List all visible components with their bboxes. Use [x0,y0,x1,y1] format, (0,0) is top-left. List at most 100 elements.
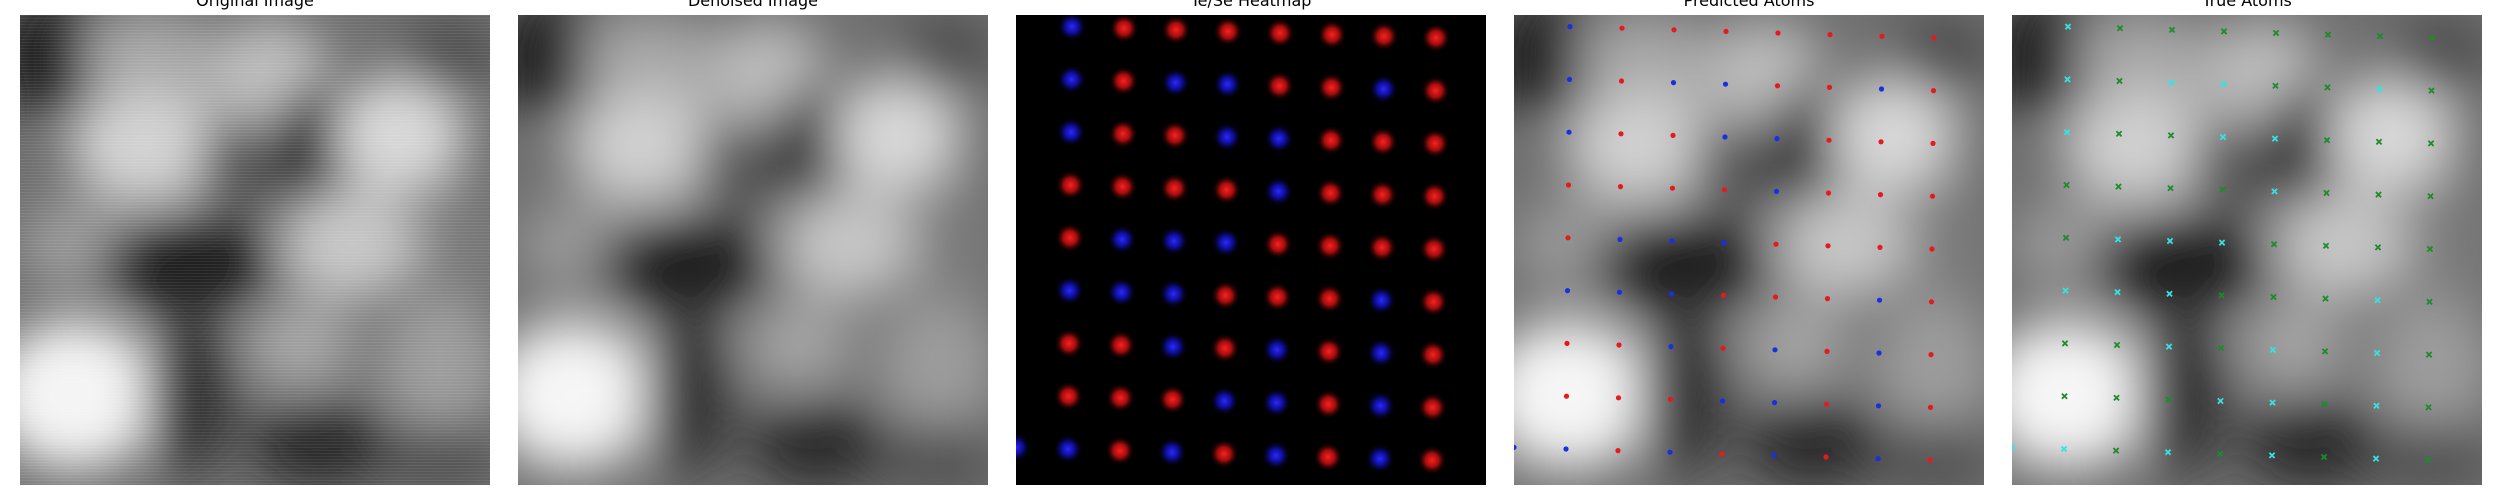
te-heat-spot [1108,66,1139,96]
te-heat-spot [1314,283,1345,314]
te-predicted-dot [1615,395,1622,401]
te-true-marker [2270,293,2277,301]
te-predicted-dot [1928,352,1934,358]
te-true-marker [2375,191,2382,198]
se-heat-spot [1366,338,1396,368]
te-heat-spot [1368,126,1398,157]
te-true-marker [2115,130,2123,138]
te-true-marker [2426,298,2433,306]
te-predicted-dot [1721,187,1728,193]
te-heat-spot [1210,333,1240,364]
te-true-marker [2116,77,2123,85]
panel-title-true: True Atoms [2202,0,2292,10]
te-predicted-dot [1565,182,1572,188]
te-true-marker [2113,341,2121,349]
te-predicted-dot [1879,33,1885,39]
te-predicted-dot [1827,32,1833,38]
te-heat-spot [1316,125,1346,156]
se-predicted-dot [1667,449,1673,455]
te-heat-spot [1420,128,1450,159]
te-heat-spot [1315,178,1346,208]
te-true-marker [2115,183,2122,190]
te-heat-spot [1160,120,1190,151]
se-predicted-dot [1875,456,1881,462]
se-predicted-dot [1668,344,1674,350]
te-true-marker [2061,392,2068,400]
se-heat-spot [1159,226,1189,256]
te-predicted-dot [1720,345,1726,351]
se-predicted-dot [1563,446,1569,452]
se-predicted-dot [1566,129,1572,135]
te-predicted-dot [1772,294,1779,300]
te-true-marker [2426,245,2434,253]
te-true-marker [2321,400,2328,408]
te-true-marker [2216,450,2224,458]
te-heat-spot [1105,435,1135,466]
te-true-marker [2374,244,2382,251]
panel-original: Original Image [20,0,490,500]
te-true-marker [2322,295,2329,302]
te-true-marker [2427,140,2435,147]
se-predicted-dot [1721,240,1727,246]
se-true-marker [2373,402,2380,410]
te-heat-spot [1317,19,1347,50]
te-heat-spot [1055,170,1086,200]
se-heat-spot [1211,227,1241,258]
te-predicted-dot [1616,342,1622,348]
te-predicted-dot [1825,190,1832,196]
se-true-marker [2114,236,2122,243]
te-true-marker [2425,351,2433,358]
te-predicted-dot [1671,27,1677,33]
te-predicted-dot [1826,137,1832,143]
te-predicted-dot [1929,193,1936,199]
te-predicted-dot [1774,83,1781,89]
te-predicted-dot [1670,132,1676,138]
te-predicted-dot [1618,78,1625,84]
se-heat-spot [1158,278,1189,309]
te-heat-spot [1313,389,1344,420]
se-true-marker [2271,135,2279,142]
te-heat-spot [1209,438,1239,469]
te-true-marker [2321,348,2329,355]
te-heat-spot [1055,222,1085,253]
te-heat-spot [1161,15,1191,45]
te-true-marker [2375,138,2383,146]
te-predicted-dot [1723,28,1729,34]
se-true-marker [2060,445,2068,453]
se-heat-spot [1366,285,1397,316]
se-true-marker [2164,448,2172,456]
panel-predicted: Predicted Atoms [1514,0,1984,500]
stm-texture [518,15,988,485]
se-heat-spot [1158,331,1188,362]
se-heat-spot [1261,440,1291,471]
te-true-marker [2112,447,2120,454]
te-true-marker [2219,186,2226,194]
panel-title-predicted: Predicted Atoms [1683,0,1815,10]
te-predicted-dot [1927,457,1933,463]
te-true-marker [2427,192,2434,200]
te-true-marker [2428,34,2436,42]
se-true-marker [2376,85,2383,93]
te-heat-spot [1157,384,1188,415]
predicted-atoms-image [1514,15,1984,485]
se-true-marker [2268,452,2276,459]
te-predicted-dot [1565,235,1571,241]
se-predicted-dot [1670,80,1677,86]
te-predicted-dot [1720,292,1727,298]
te-true-marker [2428,87,2435,94]
te-predicted-dot [1823,401,1830,407]
te-true-marker [2167,132,2175,139]
se-predicted-dot [1771,452,1777,458]
te-heat-spot [1106,330,1136,360]
se-heat-spot [1053,434,1083,464]
te-predicted-dot [1823,454,1829,460]
se-heat-spot [1262,334,1292,365]
te-true-marker [2168,26,2176,34]
se-true-marker [2372,455,2380,462]
te-heat-spot [1211,174,1242,205]
te-true-marker [2165,396,2172,403]
te-heat-spot [1210,280,1241,311]
se-predicted-dot [1771,400,1778,406]
se-predicted-dot [1876,350,1882,356]
te-heat-spot [1421,22,1451,53]
